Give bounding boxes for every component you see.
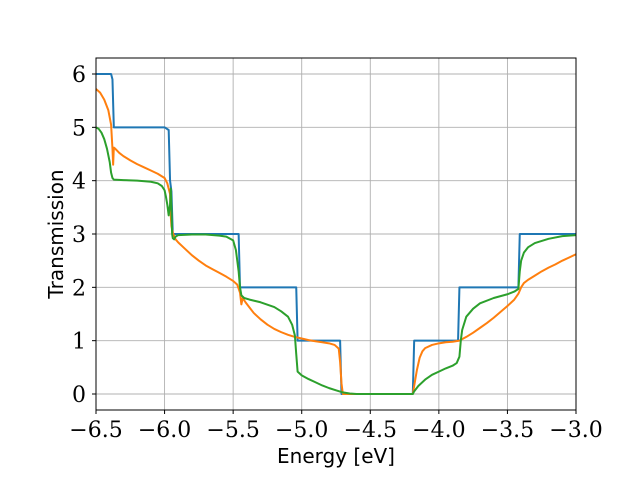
x-tick-label: −4.5 — [344, 418, 397, 443]
x-tick-label: −3.5 — [481, 418, 534, 443]
y-tick-label: 5 — [72, 116, 86, 141]
series-lines — [95, 73, 577, 395]
y-tick-label: 0 — [72, 383, 86, 408]
y-tick-label: 1 — [72, 330, 86, 355]
series-line-2 — [95, 88, 577, 395]
x-axis-label: Energy [eV] — [277, 444, 395, 468]
x-tick-label: −6.0 — [138, 418, 191, 443]
axis-ticks: −6.5 −6.0 −5.5 −5.0 −4.5 −4.0 −3.5 −3.0 0 1 2 3 4 5 6 — [69, 63, 602, 443]
series-line-1 — [96, 73, 576, 395]
grid — [95, 58, 577, 410]
x-tick-label: −5.5 — [206, 418, 259, 443]
x-tick-label: −5.0 — [275, 418, 328, 443]
x-tick-label: −4.0 — [412, 418, 465, 443]
series-line-3 — [95, 126, 577, 395]
y-tick-label: 6 — [72, 63, 86, 88]
y-tick-label: 2 — [72, 276, 86, 301]
y-tick-label: 3 — [72, 223, 86, 248]
y-tick-label: 4 — [72, 170, 86, 195]
y-axis-label: Transmission — [44, 169, 68, 299]
x-tick-label: −6.5 — [69, 418, 122, 443]
x-tick-label: −3.0 — [549, 418, 602, 443]
